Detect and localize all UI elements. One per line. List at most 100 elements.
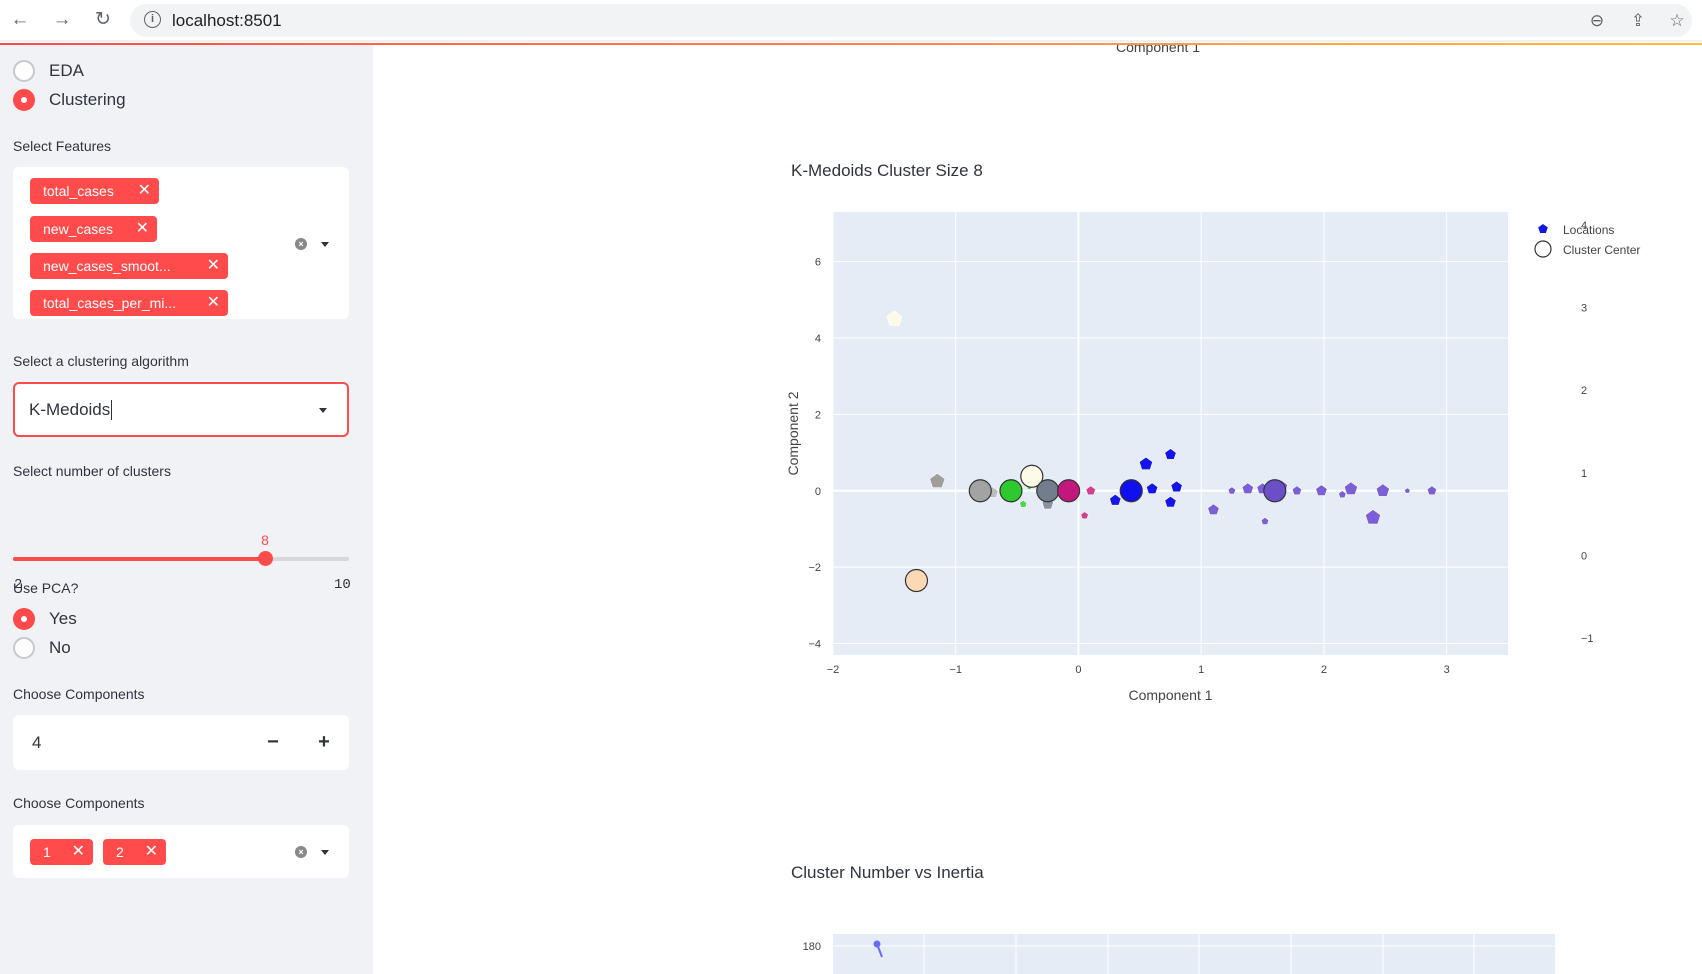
slider-thumb[interactable] (258, 551, 273, 566)
remove-tag-icon[interactable]: ✕ (206, 294, 220, 311)
x-tick-label: −1 (949, 664, 962, 676)
components-select-label: Choose Components (13, 795, 145, 811)
legend-locations-swatch (1538, 224, 1548, 233)
y-tick-label: −4 (808, 639, 821, 651)
y-tick-label: 4 (815, 333, 821, 345)
radio-option-yes[interactable]: Yes (13, 607, 77, 631)
y-tick-label: 2 (815, 409, 821, 421)
chevron-down-icon[interactable] (321, 850, 329, 855)
x-tick-label: 0 (1075, 664, 1081, 676)
radio-button-eda[interactable] (13, 60, 35, 82)
colorbar-tick-label: 0 (1581, 550, 1587, 562)
forward-arrow-icon[interactable]: → (52, 9, 72, 30)
clusters-label: Select number of clusters (13, 463, 171, 479)
location-marker (1343, 481, 1358, 495)
clear-all-icon[interactable]: × (295, 846, 307, 858)
cluster-scatter-plot[interactable]: −2 −1 0 1 2 3 −4 −2 0 2 4 6 Component 1 Component 2 Lo… (373, 45, 1702, 765)
cluster-center-marker (1057, 479, 1081, 503)
cluster-center-marker (1263, 479, 1287, 503)
location-marker (1365, 509, 1381, 525)
back-arrow-icon[interactable]: ← (10, 9, 30, 30)
location-marker (1170, 480, 1183, 493)
radio-label-yes: Yes (49, 609, 77, 628)
cluster-center-marker (904, 568, 929, 593)
location-marker (1375, 483, 1390, 497)
radio-label-clustering: Clustering (49, 90, 126, 109)
x-tick-label: 1 (1198, 664, 1204, 676)
location-marker (1109, 493, 1122, 506)
y-tick-label: 0 (815, 486, 821, 498)
location-marker (1080, 511, 1089, 520)
x-tick-label: −2 (827, 664, 840, 676)
decrement-button[interactable]: − (267, 731, 279, 753)
remove-tag-icon[interactable]: ✕ (144, 843, 158, 860)
clusters-slider[interactable] (13, 551, 349, 566)
cluster-center-marker (1020, 464, 1044, 488)
components-number-input[interactable]: 4 − + (13, 715, 349, 770)
components-multiselect[interactable]: 1 ✕ 2 ✕ × (13, 825, 349, 878)
radio-button-clustering[interactable] (13, 89, 35, 111)
radio-option-eda[interactable]: EDA (13, 59, 84, 83)
bookmark-star-icon[interactable]: ☆ (1669, 11, 1685, 30)
radio-option-no[interactable]: No (13, 636, 71, 660)
feature-tag: new_cases ✕ (30, 216, 157, 242)
location-marker (1146, 482, 1159, 495)
browser-toolbar: ← → ↻ i localhost:8501 ⊖ ⇪ ☆ (0, 0, 1702, 42)
location-marker (1426, 485, 1438, 496)
slider-min-label: 2 (14, 577, 23, 593)
site-info-icon[interactable]: i (144, 11, 161, 28)
clear-all-icon[interactable]: × (295, 238, 307, 250)
cluster-center-marker (968, 479, 992, 503)
location-marker (1164, 495, 1177, 508)
remove-tag-icon[interactable]: ✕ (206, 257, 220, 274)
feature-tag-label: total_cases (43, 183, 114, 199)
x-tick-label: 3 (1444, 664, 1450, 676)
component-tag: 2 ✕ (103, 839, 166, 865)
location-marker (1338, 490, 1347, 499)
component-tag-label: 1 (43, 844, 51, 860)
zoom-icon[interactable]: ⊖ (1589, 11, 1605, 30)
radio-option-clustering[interactable]: Clustering (13, 88, 126, 112)
cluster-center-marker (999, 479, 1023, 503)
chevron-down-icon[interactable] (321, 242, 329, 247)
feature-tag-label: total_cases_per_mi... (43, 295, 177, 311)
colorbar-tick-label: 2 (1581, 385, 1587, 397)
number-input-value[interactable]: 4 (32, 733, 42, 752)
app-decoration-line (0, 43, 1702, 45)
remove-tag-icon[interactable]: ✕ (71, 843, 85, 860)
x-tick-label: 2 (1321, 664, 1327, 676)
url-text[interactable]: localhost:8501 (172, 11, 282, 30)
remove-tag-icon[interactable]: ✕ (135, 220, 149, 237)
radio-button-yes[interactable] (13, 608, 35, 630)
share-icon[interactable]: ⇪ (1630, 11, 1646, 30)
location-marker (1164, 448, 1177, 460)
location-marker (886, 310, 903, 326)
location-marker (1085, 485, 1096, 496)
components-number-label: Choose Components (13, 686, 145, 702)
chevron-down-icon[interactable] (319, 408, 327, 413)
features-multiselect[interactable]: total_cases ✕ new_cases ✕ new_cases_smoo… (13, 167, 349, 319)
address-bar[interactable]: i localhost:8501 ⊖ ⇪ ☆ (130, 4, 1692, 37)
inertia-point (873, 940, 881, 948)
radio-label-no: No (49, 638, 71, 657)
algorithm-label: Select a clustering algorithm (13, 353, 189, 369)
legend-center-label: Cluster Center (1563, 243, 1640, 257)
inertia-line-chart[interactable]: 180 (373, 925, 1702, 974)
reload-icon[interactable]: ↻ (95, 9, 111, 30)
y-tick-label: −2 (808, 562, 821, 574)
colorbar-tick-label: 4 (1581, 220, 1587, 232)
slider-current-value: 8 (261, 532, 269, 548)
increment-button[interactable]: + (318, 731, 330, 753)
y-tick-label: 180 (803, 941, 821, 953)
radio-label-eda: EDA (49, 61, 84, 80)
algorithm-select[interactable]: K-Medoids (13, 382, 349, 437)
radio-button-no[interactable] (13, 637, 35, 659)
location-marker (1260, 516, 1270, 525)
remove-tag-icon[interactable]: ✕ (137, 182, 151, 199)
legend-center-swatch (1534, 240, 1552, 258)
component-tag-label: 2 (116, 844, 124, 860)
plot-area (833, 212, 1508, 655)
colorbar-tick-label: −1 (1581, 633, 1594, 645)
colorbar-tick-label: 3 (1581, 303, 1587, 315)
main-content: Component 1 K-Medoids Cluster Size 8 −2−… (373, 45, 1702, 974)
